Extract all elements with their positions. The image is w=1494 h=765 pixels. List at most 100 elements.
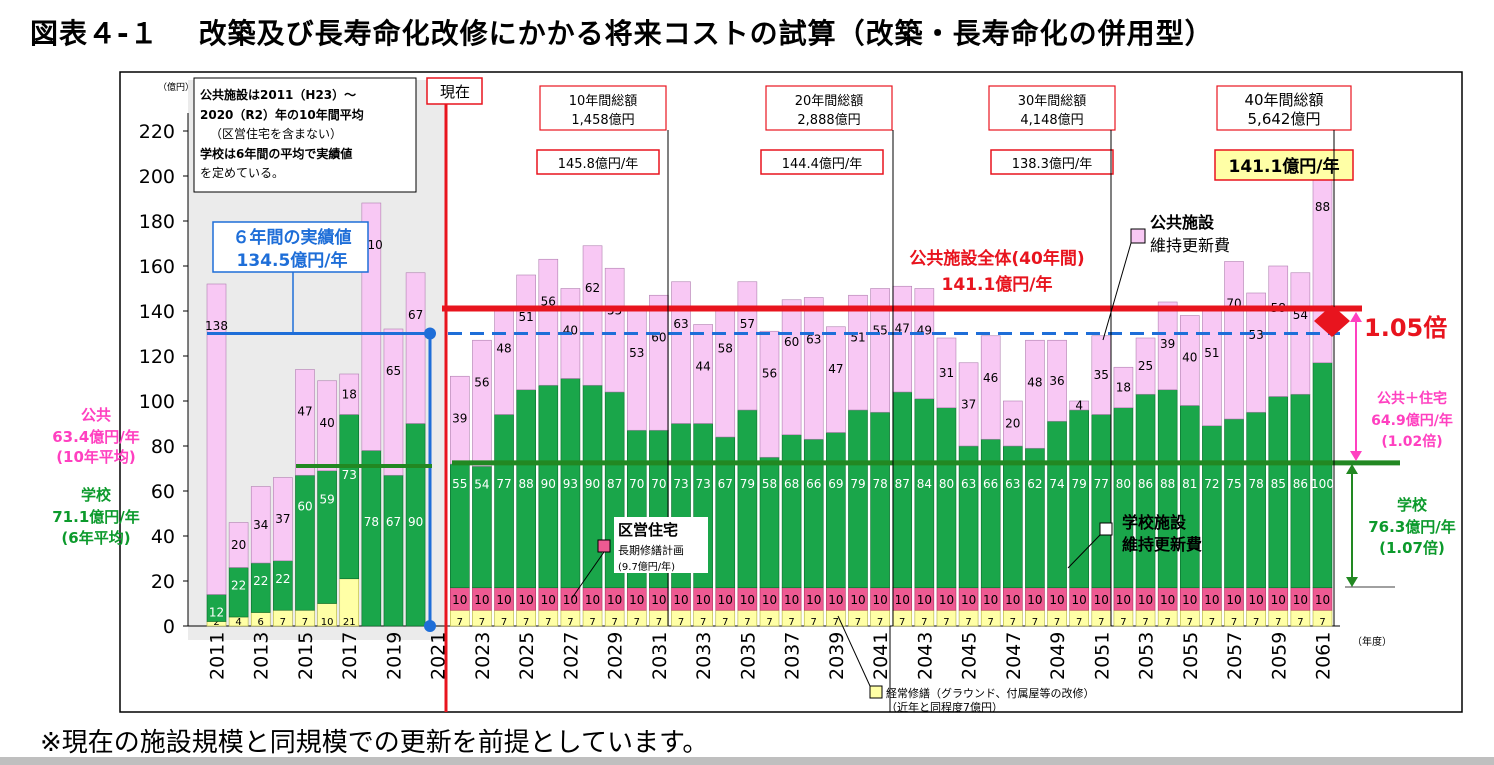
bar-public [339, 373, 360, 415]
bar-public [604, 267, 625, 393]
bar-school [295, 474, 315, 611]
data-label-public: 53 [629, 346, 644, 360]
blue-dot-top [424, 327, 436, 340]
bar-public [1246, 292, 1266, 413]
x-tick-label: 2033 [693, 632, 715, 680]
per-year-value: 138.3億円/年 [1012, 156, 1093, 172]
y-tick-label: 0 [163, 616, 175, 638]
data-label-housing: 10 [1293, 593, 1308, 607]
housing-legend-bg [614, 517, 708, 573]
data-label-housing: 10 [895, 593, 910, 607]
data-label-maint: 7 [302, 617, 308, 628]
data-label-maint: 4 [235, 617, 241, 628]
overall-average-title: 公共施設全体(40年間) [909, 248, 1084, 269]
data-label-school: 79 [1072, 477, 1087, 491]
data-label-school: 59 [319, 493, 334, 507]
data-label-maint: 7 [1142, 617, 1148, 628]
data-label-maint: 7 [634, 617, 640, 628]
note-line: （区営住宅を含まない） [210, 126, 342, 141]
y-tick-label: 60 [151, 481, 175, 503]
bar-public [250, 486, 271, 564]
y-tick-label: 200 [139, 166, 175, 188]
data-label-housing: 10 [519, 593, 534, 607]
x-tick-label: 2045 [959, 632, 981, 680]
actual-value-title: ６年間の実績値 [233, 227, 352, 248]
maint-legend-title: 経常修繕（グラウンド、付属屋等の改修） [886, 686, 1095, 700]
left-school-note: (6年平均) [61, 529, 130, 547]
data-label-public: 40 [563, 324, 578, 338]
data-label-public: 49 [917, 324, 932, 338]
data-label-public: 34 [253, 518, 268, 532]
ratio-label: 1.05倍 [1364, 314, 1447, 342]
bar-public [1202, 310, 1222, 427]
data-label-maint: 7 [457, 617, 463, 628]
bar-school [361, 450, 382, 627]
right-public-label: 公共＋住宅 [1377, 390, 1447, 407]
right-school-label: 学校 [1397, 496, 1428, 514]
data-label-maint: 7 [1209, 617, 1215, 628]
data-label-school: 73 [673, 477, 688, 491]
actual-value-box [212, 221, 369, 273]
per-year-value: 144.4億円/年 [782, 156, 863, 172]
data-label-housing: 10 [563, 593, 578, 607]
total-box [765, 85, 893, 131]
school-legend-swatch [1099, 522, 1113, 536]
bar-public [228, 522, 249, 568]
data-label-housing: 10 [718, 593, 733, 607]
y-tick-label: 20 [151, 571, 175, 593]
data-label-maint: 7 [988, 617, 994, 628]
data-label-housing: 10 [474, 593, 489, 607]
bar-public [870, 288, 890, 413]
bar-public [1224, 261, 1244, 420]
bar-school [1113, 407, 1134, 589]
x-tick-label: 2051 [1091, 632, 1113, 680]
data-label-housing: 10 [651, 593, 666, 607]
x-tick-label: 2027 [560, 632, 582, 680]
data-label-public: 47 [895, 321, 910, 335]
data-label-housing: 10 [828, 593, 843, 607]
data-label-maint: 7 [611, 617, 617, 628]
data-label-public: 47 [828, 362, 843, 376]
bar-public [892, 285, 913, 393]
data-label-school: 80 [1116, 477, 1131, 491]
data-label-housing: 10 [917, 593, 932, 607]
data-label-school: 79 [850, 477, 865, 491]
data-label-school: 63 [1005, 477, 1020, 491]
per-year-value: 145.8億円/年 [558, 156, 639, 172]
data-label-school: 86 [1293, 477, 1308, 491]
bar-school [1202, 425, 1222, 589]
data-label-maint: 7 [788, 617, 794, 628]
data-label-housing: 10 [1271, 593, 1286, 607]
bar-school [1135, 393, 1156, 589]
maint-legend-pointer [837, 615, 871, 687]
bar-public [1047, 339, 1067, 422]
housing-legend-pointer [571, 551, 605, 599]
data-label-housing: 10 [1027, 593, 1042, 607]
data-label-maint: 7 [1076, 617, 1082, 628]
data-label-housing: 10 [850, 593, 865, 607]
bar-school [737, 409, 758, 589]
data-label-maint: 7 [1187, 617, 1193, 628]
bar-school [826, 432, 846, 589]
data-label-school: 66 [983, 477, 998, 491]
data-label-housing: 10 [762, 593, 777, 607]
data-label-public: 18 [1116, 381, 1131, 395]
data-label-housing: 10 [1182, 593, 1197, 607]
data-label-public: 60 [784, 335, 799, 349]
blue-dot-bottom [424, 620, 436, 632]
right-public-arrowhead-bottom [1350, 451, 1362, 461]
bar-public [405, 272, 426, 424]
bar-school [494, 414, 514, 589]
bar-public [295, 369, 315, 476]
bar-school [1069, 409, 1089, 589]
note-box [193, 77, 417, 193]
data-label-maint: 7 [943, 617, 949, 628]
data-label-housing: 10 [1315, 593, 1330, 607]
data-label-public: 46 [983, 371, 998, 385]
data-label-school: 22 [275, 572, 290, 586]
data-label-school: 90 [585, 477, 600, 491]
data-label-school: 84 [917, 477, 932, 491]
data-label-school: 85 [1271, 477, 1286, 491]
total-box [1216, 85, 1352, 131]
data-label-housing: 10 [452, 593, 467, 607]
